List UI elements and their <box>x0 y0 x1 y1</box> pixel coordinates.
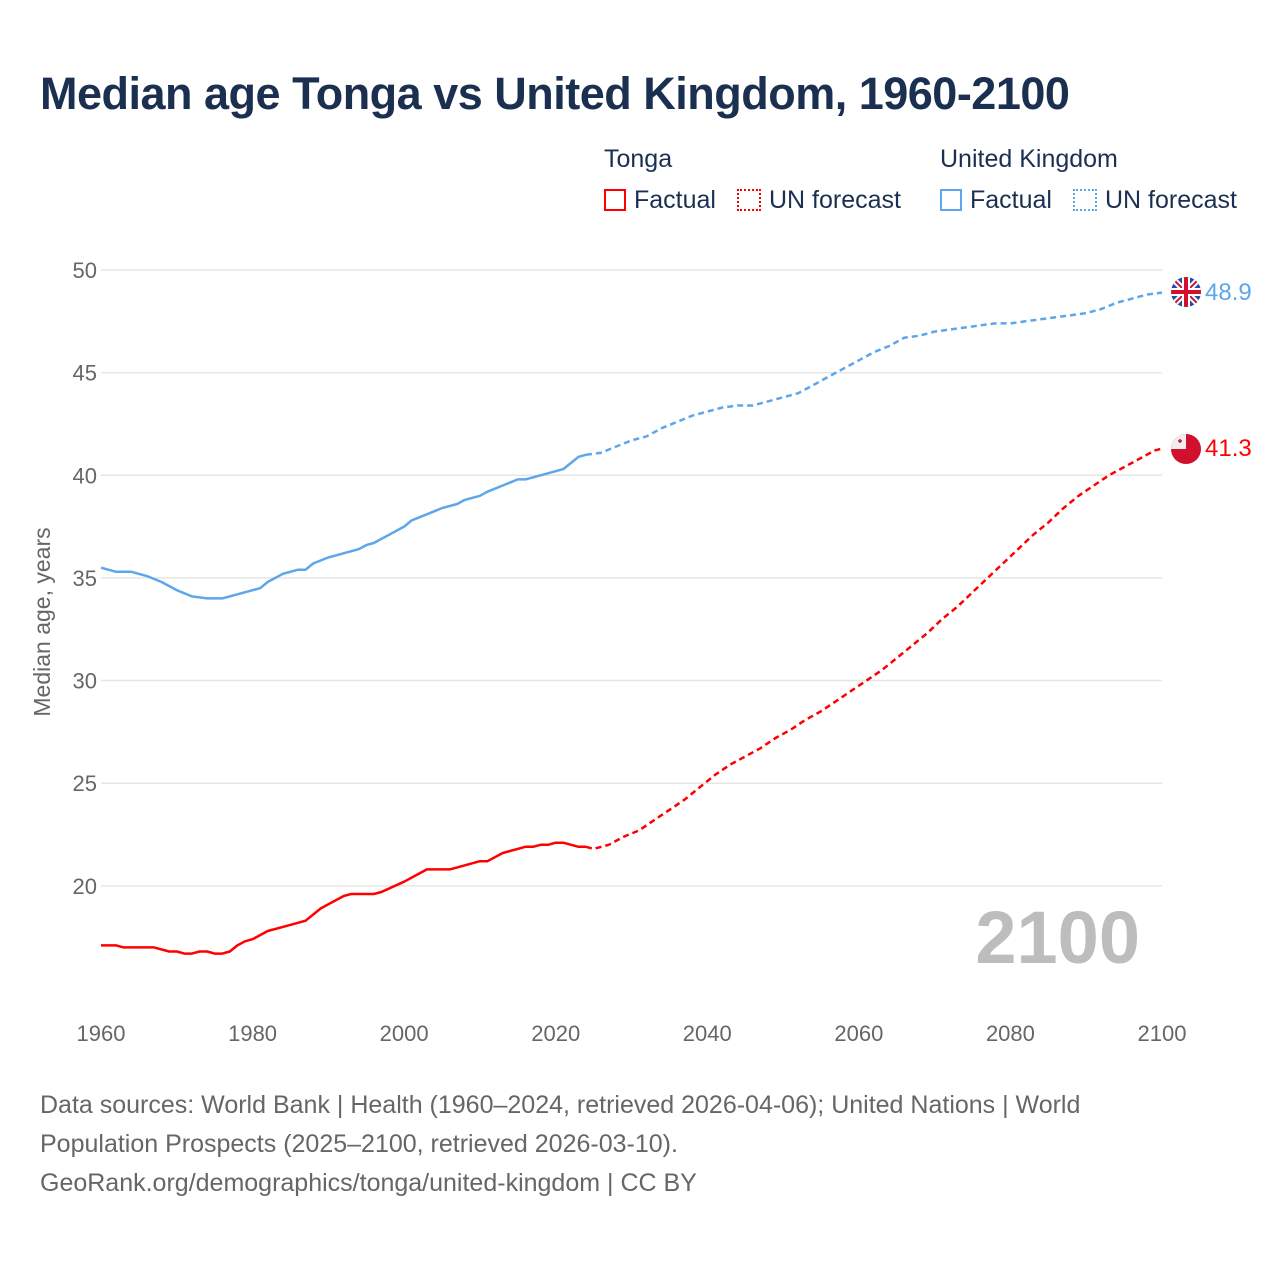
y-tick-label: 50 <box>73 258 97 283</box>
legend-tonga-factual[interactable]: Factual <box>604 186 716 215</box>
x-tick-label: 2020 <box>531 1021 580 1046</box>
x-tick-label: 2000 <box>380 1021 429 1046</box>
legend-tonga-forecast[interactable]: UN forecast <box>737 186 901 215</box>
legend-group-tonga: Tonga <box>604 145 673 173</box>
legend-swatch-dotted <box>737 189 761 211</box>
y-tick-label: 30 <box>73 669 97 694</box>
uk-end-value: 48.9 <box>1205 279 1252 306</box>
uk-flag-icon <box>1171 277 1201 307</box>
footer-line: Population Prospects (2025–2100, retriev… <box>40 1130 678 1158</box>
legend-swatch-dotted <box>1073 189 1097 211</box>
x-tick-label: 2060 <box>834 1021 883 1046</box>
legend-swatch-solid <box>940 189 962 211</box>
x-tick-label: 2080 <box>986 1021 1035 1046</box>
uk-factual-line <box>100 453 587 600</box>
y-tick-label: 45 <box>73 361 97 386</box>
footer-line: Data sources: World Bank | Health (1960–… <box>40 1091 1081 1119</box>
footer-link[interactable]: GeoRank.org/demographics/tonga/united-ki… <box>40 1169 697 1197</box>
x-tick-label: 1980 <box>228 1021 277 1046</box>
y-axis-label: Median age, years <box>29 527 55 716</box>
footer-sources: Data sources: World Bank | Health (1960–… <box>40 1086 1190 1203</box>
y-tick-label: 40 <box>73 463 97 488</box>
tonga-end-value: 41.3 <box>1205 435 1252 462</box>
x-tick-label: 2100 <box>1138 1021 1187 1046</box>
tonga-flag-icon <box>1171 434 1201 464</box>
y-tick-label: 35 <box>73 566 97 591</box>
year-watermark: 2100 <box>975 896 1140 979</box>
legend-uk-factual[interactable]: Factual <box>940 186 1052 215</box>
x-tick-label: 1960 <box>77 1021 126 1046</box>
legend-label: Factual <box>970 186 1052 214</box>
tonga-forecast-line <box>585 447 1163 851</box>
legend-label: UN forecast <box>769 186 901 214</box>
legend-uk-forecast[interactable]: UN forecast <box>1073 186 1237 215</box>
uk-forecast-line <box>585 291 1163 457</box>
y-tick-label: 25 <box>73 771 97 796</box>
tonga-factual-line <box>101 841 586 955</box>
y-tick-label: 20 <box>73 874 97 899</box>
legend-swatch-solid <box>604 189 626 211</box>
x-tick-label: 2040 <box>683 1021 732 1046</box>
chart-title: Median age Tonga vs United Kingdom, 1960… <box>40 68 1070 119</box>
legend-label: Factual <box>634 186 716 214</box>
legend-group-uk: United Kingdom <box>940 145 1118 173</box>
legend-label: UN forecast <box>1105 186 1237 214</box>
